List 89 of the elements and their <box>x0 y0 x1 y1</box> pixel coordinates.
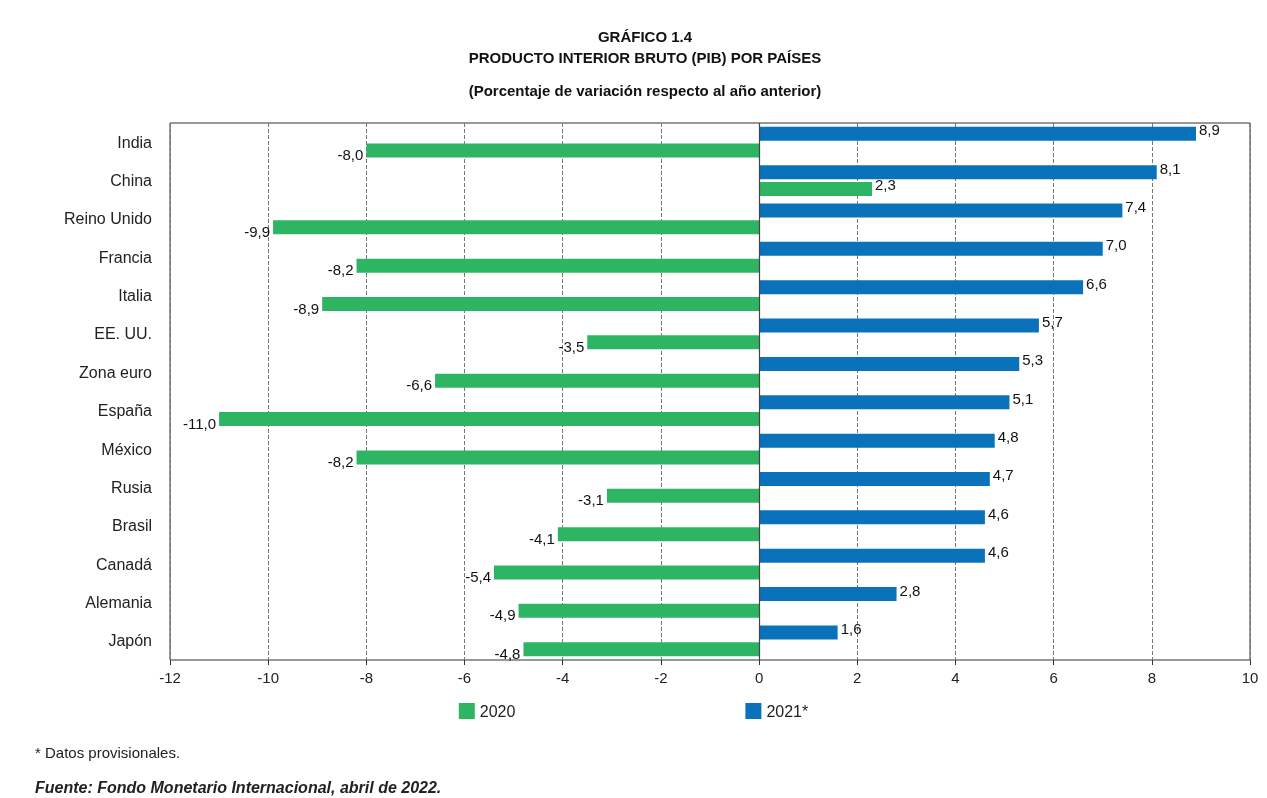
data-label: -3,5 <box>558 337 585 355</box>
x-tick-label: 0 <box>754 669 764 686</box>
y-tick-label: Japón <box>108 632 152 650</box>
bar <box>435 373 760 388</box>
bar <box>557 527 760 542</box>
data-label: 7,4 <box>1125 197 1147 215</box>
data-label: 2,3 <box>875 176 896 194</box>
x-tick-label: 10 <box>1241 669 1259 686</box>
x-tick-label: -6 <box>457 669 472 686</box>
data-label: 4,7 <box>992 466 1014 484</box>
x-tick-label: 2 <box>853 669 862 686</box>
x-tick-label: 6 <box>1049 669 1058 686</box>
x-tick-label: -8 <box>359 669 374 686</box>
bar <box>759 548 985 563</box>
bar <box>356 450 760 465</box>
y-tick-label: Italia <box>118 287 153 305</box>
bar <box>273 220 760 235</box>
bar <box>759 587 897 602</box>
text: * Datos provisionales. <box>35 744 181 761</box>
y-tick-label: India <box>117 133 153 151</box>
data-label: 6,6 <box>1086 274 1107 292</box>
data-label: 5,3 <box>1022 351 1044 369</box>
data-label: -5,4 <box>465 568 491 586</box>
bar <box>759 356 1020 371</box>
bar <box>759 510 985 525</box>
bar <box>356 258 760 273</box>
bar <box>494 565 760 580</box>
chart-title: GRÁFICO 1.4 <box>597 28 693 45</box>
x-tick-label: -10 <box>257 669 280 686</box>
data-label: -8,9 <box>293 299 320 317</box>
data-label: -8,2 <box>327 261 354 279</box>
data-label: 4,6 <box>987 504 1009 522</box>
bar <box>759 241 1103 256</box>
legend-label: 2021* <box>766 702 809 720</box>
text: (Porcentaje de variación respecto al año anterior) <box>468 82 822 99</box>
bar <box>759 126 1196 141</box>
x-tick-label: -4 <box>556 669 570 686</box>
chart-subtitle: PRODUCTO INTERIOR BRUTO (PIB) POR PAÍSES <box>468 49 822 66</box>
bar <box>587 335 760 350</box>
data-label: 8,9 <box>1199 121 1220 139</box>
y-tick-label: España <box>97 402 153 420</box>
data-label: -4,1 <box>528 529 555 547</box>
bar <box>759 318 1039 333</box>
x-tick-label: 8 <box>1147 669 1156 686</box>
data-label: 8,1 <box>1159 159 1181 177</box>
y-tick-label: Reino Unido <box>63 210 153 228</box>
y-tick-label: Rusia <box>111 478 153 496</box>
bar <box>759 625 838 640</box>
legend-label: 2020 <box>479 702 516 720</box>
data-label: 1,6 <box>840 619 862 637</box>
data-label: 7,0 <box>1105 236 1127 254</box>
y-tick-label: Canadá <box>95 555 153 573</box>
data-label: -4,9 <box>489 606 516 624</box>
bar <box>322 297 760 312</box>
bar <box>606 488 760 503</box>
x-tick-label: -2 <box>654 669 668 686</box>
bar <box>759 395 1010 410</box>
x-tick-label: -12 <box>159 669 181 686</box>
data-label: -4,8 <box>494 644 521 662</box>
bar <box>759 203 1123 218</box>
bar <box>759 471 990 486</box>
data-label: 4,8 <box>997 428 1019 446</box>
data-label: -8,2 <box>327 452 354 470</box>
y-tick-label: EE. UU. <box>94 325 152 343</box>
y-tick-label: México <box>101 440 153 458</box>
y-tick-label: Francia <box>98 248 153 266</box>
data-label: 5,7 <box>1041 313 1063 331</box>
bar <box>366 143 760 158</box>
source-note: Fuente: Fondo Monetario Internacional, abril de 2022. <box>35 778 442 796</box>
y-tick-label: Brasil <box>111 517 152 535</box>
y-tick-label: Zona euro <box>79 363 153 381</box>
y-tick-label: Alemania <box>85 593 153 611</box>
bar <box>518 603 760 618</box>
x-tick-label: 4 <box>951 669 960 686</box>
data-label: -8,0 <box>337 146 364 164</box>
data-label: -3,1 <box>578 491 604 509</box>
data-label: -11,0 <box>183 414 217 432</box>
data-label: 5,1 <box>1012 389 1034 407</box>
y-tick-label: China <box>110 172 153 190</box>
bar <box>759 433 995 448</box>
data-label: 4,6 <box>987 543 1009 561</box>
bar <box>523 642 760 657</box>
data-label: -9,9 <box>244 222 271 240</box>
bar <box>759 181 872 196</box>
bar <box>759 165 1157 180</box>
data-label: 2,8 <box>899 581 921 599</box>
data-label: -6,6 <box>406 376 433 394</box>
bar <box>759 280 1084 295</box>
bar <box>219 412 760 427</box>
